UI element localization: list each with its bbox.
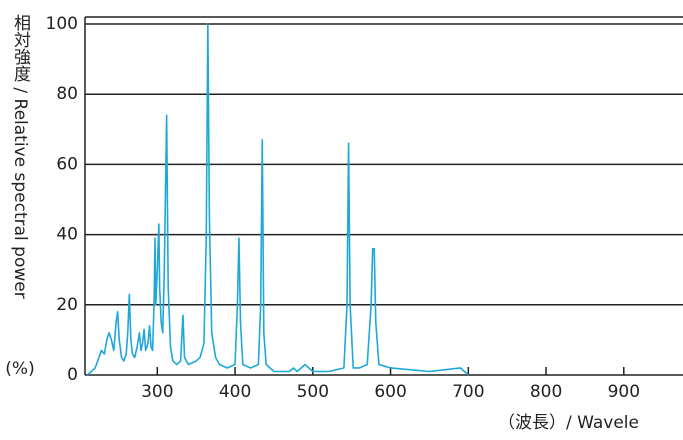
x-tick-label: 300 [141, 382, 173, 402]
y-tick-label: 80 [56, 84, 78, 104]
x-tick-label: 900 [608, 382, 640, 402]
x-tick-label: 600 [374, 382, 406, 402]
x-tick-label: 500 [297, 382, 329, 402]
spectrum-line [86, 23, 469, 376]
x-tick-label: 700 [452, 382, 484, 402]
y-tick-label: 60 [56, 154, 78, 174]
y-tick-label: 40 [56, 225, 78, 245]
x-tick-label: 800 [530, 382, 562, 402]
x-axis-label: （波長）/ Wavele [498, 413, 639, 433]
y-tick-label: 0 [67, 365, 78, 385]
y-tick-label: 20 [56, 295, 78, 315]
y-axis-label: 相対強度 / Relative spectral power [10, 14, 31, 299]
x-tick-label: 400 [219, 382, 251, 402]
y-tick-label: 100 [46, 14, 78, 34]
y-axis-unit: (%) [5, 359, 34, 379]
